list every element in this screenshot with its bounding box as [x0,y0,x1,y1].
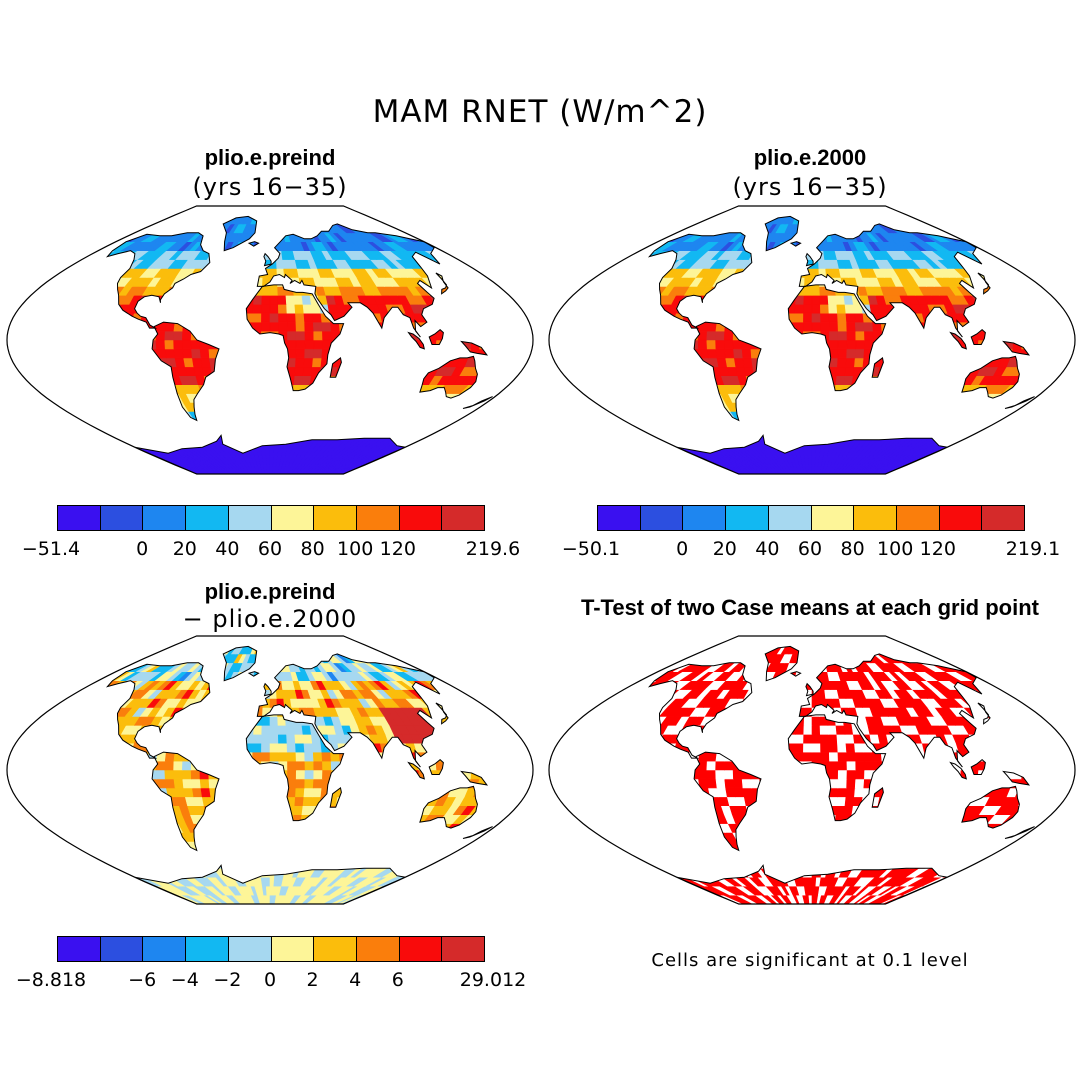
colorbar-cell [442,937,485,961]
colorbar-tick-label: 0 [676,538,689,560]
colorbar-2 [597,505,1025,531]
colorbar-cell [228,506,272,530]
colorbar-cell [143,506,187,530]
colorbar-tick-label: −4 [170,969,199,991]
colorbar-tick-label: 60 [257,538,283,560]
colorbar-cell [314,506,357,530]
colorbar-tick-label: 80 [840,538,865,560]
colorbar-cell [143,937,187,961]
colorbar-tick-label: 40 [215,538,240,560]
colorbar-tick-label: 219.1 [1005,538,1061,560]
colorbar-tick-label: 2 [306,969,319,991]
panel-3-title: plio.e.preind [204,579,336,604]
map-2000 [548,205,1076,475]
colorbar-cell [100,506,144,530]
colorbar-cell [598,506,641,530]
panel-2-subtitle: (yrs 16−35) [732,173,888,201]
panel-4-title: T-Test of two Case means at each grid po… [580,595,1039,620]
colorbar-cell [356,506,400,530]
colorbar-tick-label: −8.818 [15,969,87,991]
colorbar-cell [271,506,315,530]
colorbar-tick-label: 29.012 [459,969,527,991]
colorbar-tick-label: 0 [136,538,149,560]
colorbar-tick-label: 20 [172,538,197,560]
significance-note: Cells are significant at 0.1 level [651,950,969,971]
colorbar-cell [982,506,1025,530]
panel-2-title: plio.e.2000 [753,145,867,170]
colorbar-tick-label: 80 [300,538,325,560]
colorbar-tick-label: 120 [379,538,416,560]
figure-title: MAM RNET (W/m^2) [372,94,708,130]
colorbar-tick-label: 120 [919,538,956,560]
colorbar-tick-label: 219.6 [465,538,521,560]
colorbar-cell [186,937,229,961]
map-preind [6,205,534,475]
colorbar-tick-label: 0 [263,969,277,991]
colorbar-cell [442,506,485,530]
colorbar-cell [939,506,983,530]
panel-1-title: plio.e.preind [204,145,336,170]
colorbar-cell [726,506,769,530]
colorbar-tick-label: −2 [213,969,242,991]
map-difference [6,635,534,905]
colorbar-tick-label: −51.4 [21,538,81,560]
colorbar-3 [57,936,485,962]
colorbar-cell [896,506,940,530]
colorbar-cell [356,937,400,961]
colorbar-cell [314,937,357,961]
colorbar-cell [811,506,855,530]
colorbar-tick-label: 4 [349,969,362,991]
colorbar-cell [399,937,443,961]
panel-3-subtitle: − plio.e.2000 [182,605,358,633]
colorbar-cell [58,937,101,961]
colorbar-1 [57,505,485,531]
colorbar-tick-label: −6 [128,969,157,991]
colorbar-tick-label: 100 [337,538,374,560]
colorbar-cell [228,937,272,961]
colorbar-cell [399,506,443,530]
colorbar-tick-label: 40 [755,538,780,560]
colorbar-cell [100,937,144,961]
colorbar-cell [640,506,684,530]
colorbar-tick-label: 6 [391,969,404,991]
colorbar-cell [768,506,812,530]
colorbar-cell [271,937,315,961]
colorbar-cell [58,506,101,530]
colorbar-tick-label: 60 [797,538,823,560]
colorbar-tick-label: 100 [877,538,914,560]
panel-1-subtitle: (yrs 16−35) [192,173,348,201]
colorbar-cell [683,506,727,530]
colorbar-cell [186,506,229,530]
colorbar-tick-label: 20 [712,538,737,560]
map-ttest [548,635,1076,905]
colorbar-tick-label: −50.1 [561,538,621,560]
colorbar-cell [854,506,897,530]
